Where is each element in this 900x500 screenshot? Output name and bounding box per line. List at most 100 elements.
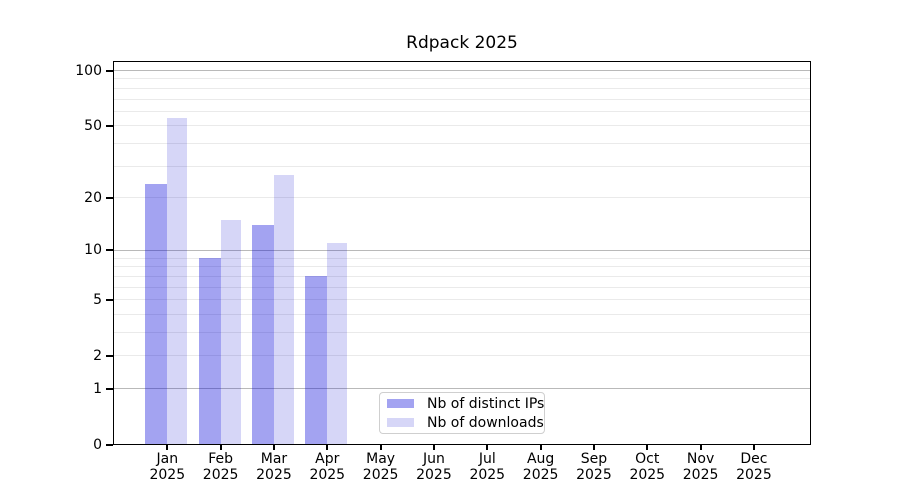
gridline-minor (114, 78, 810, 80)
y-tick-label: 100 (75, 62, 102, 79)
x-tick-label: Mar 2025 (242, 451, 306, 483)
x-tick-label: Dec 2025 (722, 451, 786, 483)
legend: Nb of distinct IPs Nb of downloads (379, 392, 545, 434)
x-tick-label: Nov 2025 (669, 451, 733, 483)
x-tick-mark (752, 445, 755, 450)
gridline-minor (114, 275, 810, 277)
x-tick-mark (379, 445, 382, 450)
gridline-minor (114, 165, 810, 167)
x-tick-label-year: 2025 (682, 466, 719, 483)
gridline-major (114, 388, 810, 390)
chart-title: Rdpack 2025 (406, 33, 518, 53)
y-tick-mark (106, 354, 113, 357)
legend-label: Nb of distinct IPs (427, 395, 545, 412)
x-tick-label-month: Jul (478, 451, 496, 467)
y-tick-label: 1 (93, 380, 102, 397)
y-tick-mark (106, 69, 113, 72)
gridline-minor (114, 286, 810, 288)
x-tick-label: Apr 2025 (295, 451, 359, 483)
x-tick-mark (272, 445, 275, 450)
gridline-minor (114, 143, 810, 145)
x-tick-label-month: Sep (580, 451, 608, 467)
x-tick-mark (219, 445, 222, 450)
x-tick-label-month: Oct (635, 451, 660, 467)
x-tick-label-year: 2025 (576, 466, 612, 483)
gridline-minor (114, 110, 810, 112)
bar-distinct-ips (251, 225, 274, 444)
x-tick-label-month: Jan (156, 451, 179, 467)
legend-swatch-distinct-ips (387, 399, 414, 408)
y-tick-mark (106, 298, 113, 301)
y-tick-mark (106, 387, 113, 390)
legend-item: Nb of distinct IPs (387, 396, 544, 412)
y-tick-mark (106, 444, 113, 446)
gridline-minor (114, 257, 810, 259)
x-tick-label-month: Aug (526, 451, 555, 467)
x-tick-mark (432, 445, 435, 450)
bar-distinct-ips (198, 258, 221, 444)
gridline-minor (114, 313, 810, 315)
x-tick-label: Aug 2025 (509, 451, 573, 483)
y-tick-mark (106, 196, 113, 199)
x-tick-label-year: 2025 (256, 466, 292, 483)
legend-label: Nb of downloads (427, 414, 544, 431)
y-tick-label: 0 (93, 437, 102, 453)
bar-distinct-ips (145, 183, 168, 444)
bar-distinct-ips (305, 276, 328, 444)
x-tick-label-year: 2025 (522, 466, 559, 483)
x-tick-mark (699, 445, 702, 450)
x-tick-mark (592, 445, 595, 450)
bar-downloads (220, 220, 241, 444)
gridline-minor (114, 87, 810, 89)
bar-downloads (327, 243, 348, 444)
x-tick-label: May 2025 (349, 451, 413, 483)
gridline-major (114, 249, 810, 251)
x-tick-label-year: 2025 (416, 466, 452, 483)
gridline-minor (114, 299, 810, 301)
gridline-minor (114, 125, 810, 127)
x-tick-label: Jan 2025 (135, 451, 199, 483)
x-tick-label-year: 2025 (629, 466, 666, 483)
x-tick-label-month: Jun (423, 451, 445, 467)
legend-item: Nb of downloads (387, 415, 544, 431)
x-tick-mark (486, 445, 489, 450)
x-tick-label-month: May (366, 451, 396, 467)
gridline-minor (114, 355, 810, 357)
x-tick-mark (326, 445, 329, 450)
x-tick-label-year: 2025 (309, 466, 346, 483)
x-tick-label: Oct 2025 (615, 451, 679, 483)
x-tick-label-month: Feb (208, 451, 234, 467)
bar-downloads (167, 118, 188, 444)
y-tick-label: 20 (84, 189, 102, 206)
y-tick-label: 10 (84, 242, 102, 259)
y-tick-mark (106, 249, 113, 252)
y-tick-label: 50 (84, 117, 102, 134)
gridline-minor (114, 98, 810, 100)
bar-downloads (273, 174, 294, 444)
x-tick-label-month: Dec (740, 451, 768, 467)
legend-swatch-downloads (387, 418, 414, 427)
x-tick-label-year: 2025 (202, 466, 239, 483)
x-tick-label-year: 2025 (362, 466, 399, 483)
gridline-minor (114, 332, 810, 333)
y-tick-label: 2 (93, 347, 102, 364)
gridline-major (114, 70, 810, 71)
x-tick-label-month: Nov (686, 451, 715, 467)
x-tick-label-month: Apr (315, 451, 340, 467)
x-tick-label-year: 2025 (149, 466, 186, 483)
x-tick-mark (166, 445, 169, 450)
x-tick-label-year: 2025 (736, 466, 772, 483)
x-tick-label-month: Mar (260, 451, 288, 467)
y-tick-label: 5 (93, 291, 102, 308)
x-tick-mark (539, 445, 542, 450)
x-tick-label: Sep 2025 (562, 451, 626, 483)
y-tick-mark (106, 124, 113, 127)
x-tick-label: Jun 2025 (402, 451, 466, 483)
gridline-minor (114, 266, 810, 268)
x-tick-label-year: 2025 (469, 466, 506, 483)
gridline-minor (114, 197, 810, 199)
x-tick-label: Jul 2025 (455, 451, 519, 483)
x-tick-mark (646, 445, 649, 450)
x-tick-label: Feb 2025 (189, 451, 253, 483)
